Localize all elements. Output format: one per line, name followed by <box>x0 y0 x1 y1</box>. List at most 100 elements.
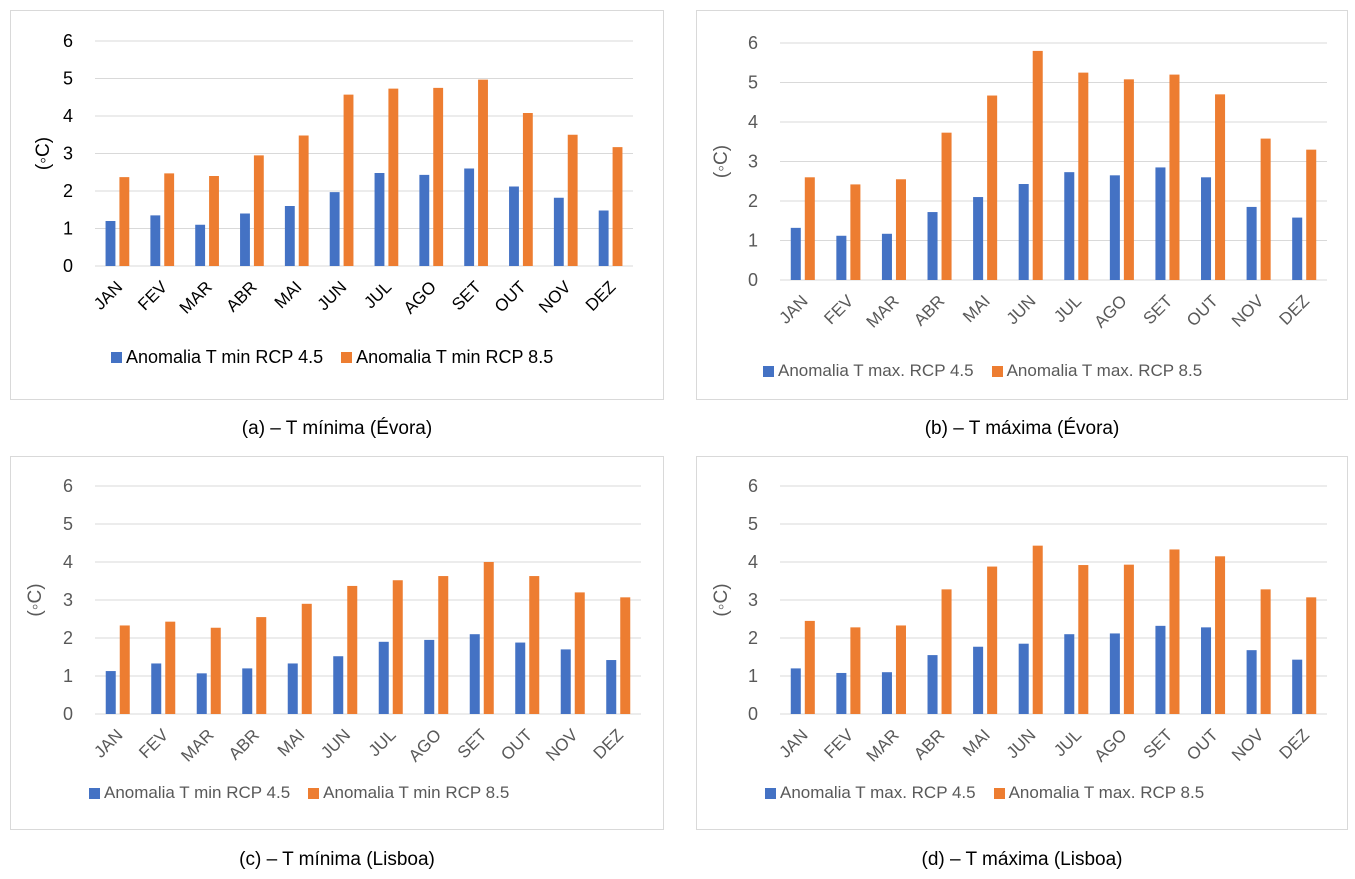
bar-rcp85 <box>804 620 815 714</box>
bar-rcp45 <box>1201 177 1212 280</box>
y-tick-label: 5 <box>63 69 73 89</box>
chart-b-legend: Anomalia T max. RCP 4.5 Anomalia T max. … <box>763 361 1202 381</box>
bar-rcp85 <box>1306 149 1317 280</box>
y-tick-label: 1 <box>63 666 73 686</box>
chart-c-plot: 0 1 2 3 4 5 6 (◦C) JAN FEV MAR ABR MAI JUN JUL AGO SET OU… <box>25 476 641 766</box>
x-tick-label: MAI <box>959 725 994 760</box>
bar-rcp85 <box>253 155 264 266</box>
x-tick-label: FEV <box>820 291 857 328</box>
y-tick-label: 0 <box>748 704 758 724</box>
bar-rcp45 <box>105 671 116 714</box>
legend-label-rcp85: Anomalia T max. RCP 8.5 <box>1008 783 1205 802</box>
chart-panel-b: 0 1 2 3 4 5 6 (◦C) JAN FEV MAR ABR MAI JUN JUL AGO SET OU… <box>696 10 1348 400</box>
bar-rcp45 <box>195 224 206 266</box>
y-tick-label: 6 <box>748 33 758 53</box>
bar-rcp45 <box>973 197 984 280</box>
legend-item-rcp85: Anomalia T max. RCP 8.5 <box>991 361 1202 381</box>
bar-rcp85 <box>433 87 444 266</box>
bar-rcp85 <box>987 95 998 280</box>
bar-rcp45 <box>1109 633 1120 714</box>
bar-rcp85 <box>347 585 358 714</box>
x-tick-label: ABR <box>910 291 948 329</box>
chart-d-legend: Anomalia T max. RCP 4.5 Anomalia T max. … <box>765 783 1204 803</box>
bar-rcp45 <box>105 221 116 266</box>
bar-rcp45 <box>836 672 847 714</box>
x-tick-label: SET <box>454 725 491 762</box>
bar-rcp85 <box>1078 565 1089 714</box>
x-tick-label: FEV <box>134 277 171 314</box>
bar-rcp45 <box>790 227 801 280</box>
x-tick-label: JUL <box>360 277 395 312</box>
bar-rcp45 <box>927 655 938 714</box>
bar-rcp85 <box>478 79 488 266</box>
chart-d-plot: 0 1 2 3 4 5 6 (◦C) JAN FEV MAR ABR MAI JUN JUL AGO SET OU… <box>711 476 1327 766</box>
x-tick-label: AGO <box>1091 725 1131 765</box>
x-tick-label: ABR <box>225 725 263 763</box>
bar-rcp85 <box>343 94 354 266</box>
y-tick-label: 0 <box>63 704 73 724</box>
x-tick-label: JUL <box>1050 291 1085 326</box>
x-tick-label: JUN <box>314 277 351 314</box>
legend-label-rcp85: Anomalia T min RCP 8.5 <box>323 783 510 802</box>
bar-rcp45 <box>881 672 892 714</box>
chart-panel-a: 0 1 2 3 4 5 6 (◦C) JAN FEV MAR ABR MAI JUN JUL AGO SET OU… <box>10 10 664 400</box>
bar-rcp85 <box>804 177 815 280</box>
y-tick-label: 1 <box>748 231 758 251</box>
caption-b: (b) – T máxima (Évora) <box>924 418 1120 439</box>
x-tick-label: AGO <box>1091 291 1131 331</box>
legend-swatch-rcp45 <box>763 365 774 377</box>
bar-rcp85 <box>164 173 175 266</box>
bar-rcp85 <box>1169 549 1180 714</box>
x-tick-label: FEV <box>135 725 172 762</box>
caption-a: (a) – T mínima (Évora) <box>241 418 433 439</box>
legend-label-rcp45: Anomalia T max. RCP 4.5 <box>778 361 974 380</box>
y-tick-label: 2 <box>748 628 758 648</box>
legend-swatch-rcp85 <box>993 787 1005 799</box>
y-tick-label: 4 <box>63 552 73 572</box>
bar-rcp45 <box>374 173 385 266</box>
x-tick-label: AGO <box>405 725 445 765</box>
legend-item-rcp45: Anomalia T max. RCP 4.5 <box>763 361 974 381</box>
x-tick-label: MAR <box>176 277 216 317</box>
bar-rcp85 <box>620 597 631 714</box>
legend-label-rcp45: Anomalia T min RCP 4.5 <box>126 347 324 367</box>
bar-rcp45 <box>464 168 475 266</box>
bar-rcp45 <box>509 186 519 266</box>
bar-rcp85 <box>438 576 449 714</box>
x-tick-label: JAN <box>90 277 126 313</box>
bar-rcp85 <box>1123 564 1134 714</box>
bar-rcp45 <box>196 673 207 714</box>
x-tick-label: MAR <box>863 725 903 765</box>
bar-rcp85 <box>119 177 130 266</box>
bar-rcp45 <box>284 206 295 266</box>
bar-rcp45 <box>560 649 571 714</box>
chart-a-legend: Anomalia T min RCP 4.5 Anomalia T min RC… <box>111 347 553 368</box>
x-tick-label: DEZ <box>582 277 619 314</box>
bar-rcp45 <box>881 233 892 280</box>
bar-rcp85 <box>1260 589 1271 714</box>
chart-panel-c: 0 1 2 3 4 5 6 (◦C) JAN FEV MAR ABR MAI JUN JUL AGO SET OU… <box>10 456 664 830</box>
legend-item-rcp45: Anomalia T min RCP 4.5 <box>89 783 290 803</box>
bar-rcp85 <box>388 88 399 266</box>
bar-rcp85 <box>298 135 309 266</box>
bar-rcp45 <box>378 641 389 714</box>
legend-swatch-rcp45 <box>111 352 122 363</box>
x-tick-label: NOV <box>542 725 582 765</box>
x-tick-label: NOV <box>1228 291 1268 331</box>
x-tick-label: MAI <box>959 291 994 326</box>
y-tick-label: 1 <box>748 666 758 686</box>
legend-swatch-rcp85 <box>308 787 320 799</box>
y-tick-label: 5 <box>748 514 758 534</box>
bar-rcp45 <box>242 668 253 714</box>
x-tick-label: FEV <box>820 725 857 762</box>
chart-b-plot: 0 1 2 3 4 5 6 (◦C) JAN FEV MAR ABR MAI JUN JUL AGO SET OU… <box>711 33 1327 332</box>
chart-a-plot: 0 1 2 3 4 5 6 (◦C) JAN FEV MAR ABR MAI JUN JUL AGO SET OU… <box>33 31 633 318</box>
chart-c-legend: Anomalia T min RCP 4.5 Anomalia T min RC… <box>89 783 509 803</box>
bar-rcp45 <box>1018 184 1029 280</box>
bar-rcp85 <box>850 627 861 714</box>
bar-rcp45 <box>553 197 564 266</box>
x-tick-label: DEZ <box>1276 725 1313 762</box>
bar-rcp45 <box>1109 175 1120 280</box>
bar-rcp45 <box>333 656 344 714</box>
bar-rcp85 <box>529 576 540 714</box>
